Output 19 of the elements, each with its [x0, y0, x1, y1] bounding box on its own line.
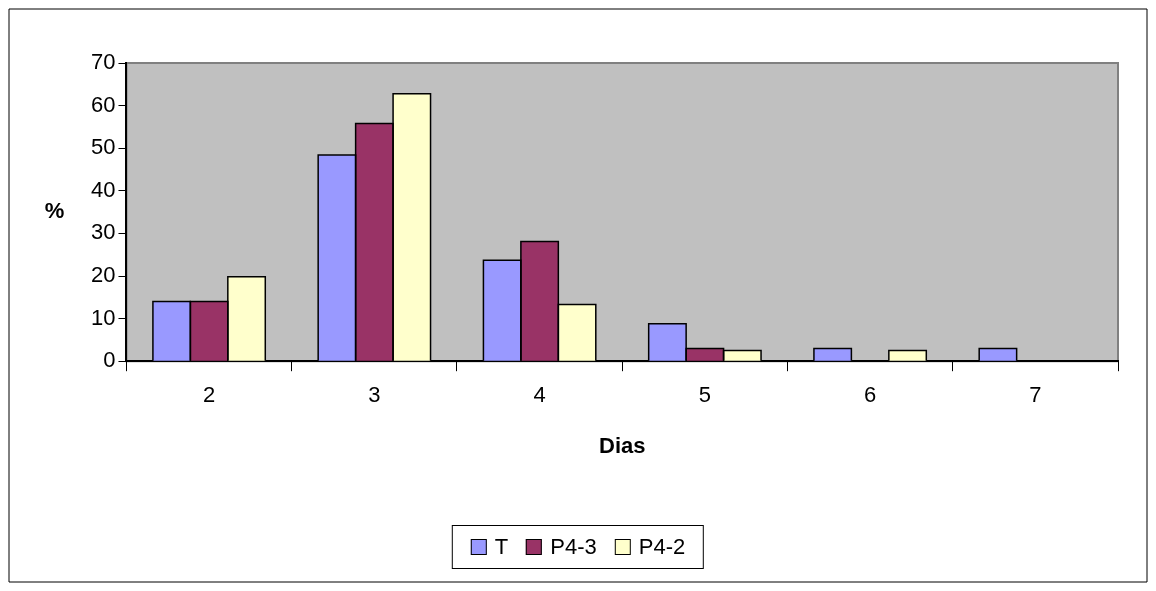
y-axis-title: % — [44, 198, 65, 224]
y-tick-label: 10 — [90, 304, 116, 330]
y-tick-label: 70 — [90, 49, 116, 75]
x-axis-title: Dias — [598, 432, 646, 458]
x-tick-label: 5 — [698, 382, 711, 408]
y-tick-label: 0 — [103, 347, 116, 373]
x-tick-label: 6 — [863, 382, 877, 408]
x-tick-label: 4 — [533, 382, 546, 408]
legend-label: P4-2 — [638, 534, 686, 560]
y-tick-label: 60 — [90, 91, 116, 117]
x-tick-label: 2 — [202, 382, 216, 408]
x-tick-label: 3 — [368, 382, 381, 408]
y-tick-label: 30 — [90, 219, 116, 245]
x-tick-label: 7 — [1029, 382, 1042, 408]
y-tick-label: 40 — [90, 176, 116, 202]
y-tick-label: 20 — [90, 262, 116, 288]
y-tick-label: 50 — [90, 134, 116, 160]
legend-label: T — [494, 534, 509, 560]
legend-label: P4-3 — [550, 534, 597, 560]
